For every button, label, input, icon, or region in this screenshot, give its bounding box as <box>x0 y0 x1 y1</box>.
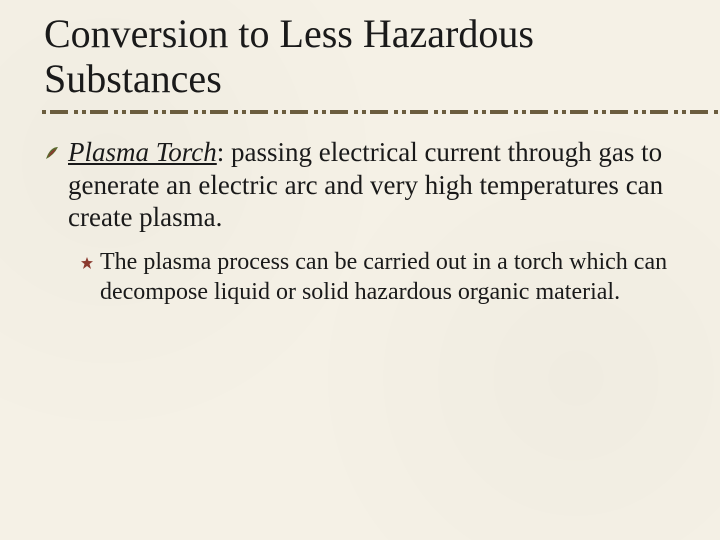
leaf-icon <box>44 145 60 161</box>
bullet-item: Plasma Torch: passing electrical current… <box>44 136 720 235</box>
title-divider <box>42 110 720 114</box>
sub-bullet-item: The plasma process can be carried out in… <box>80 248 720 307</box>
slide-body: Conversion to Less Hazardous Substances … <box>0 0 720 307</box>
sub-bullet-text: The plasma process can be carried out in… <box>100 248 720 307</box>
bullet-text: Plasma Torch: passing electrical current… <box>68 136 720 235</box>
star-icon <box>80 256 94 270</box>
bullet-term: Plasma Torch <box>68 137 217 167</box>
slide-title: Conversion to Less Hazardous Substances <box>44 12 720 102</box>
